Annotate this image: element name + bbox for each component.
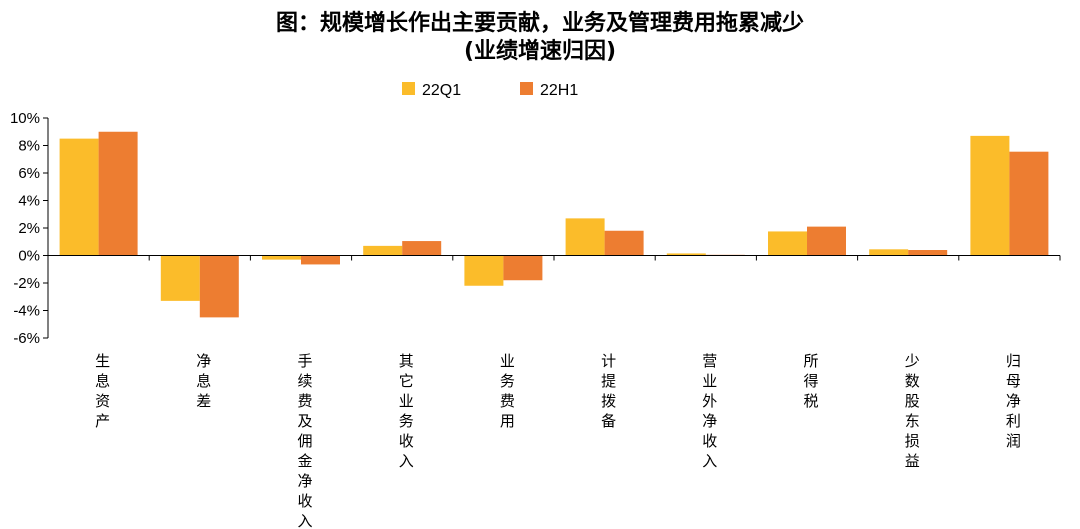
- x-category-label: 其它业务收入: [399, 352, 414, 470]
- x-category-label: 计提拨备: [601, 352, 616, 430]
- x-category-label: 营业外净收入: [702, 352, 717, 470]
- bar-22q1-3: [363, 245, 403, 256]
- bar-22h1-2: [301, 255, 340, 265]
- x-category-label: 归母净利润: [1006, 352, 1021, 450]
- bar-22h1-3: [402, 241, 442, 256]
- x-category-label: 所得税: [803, 352, 818, 410]
- y-tick-label: 10%: [10, 110, 40, 127]
- y-tick-label: 2%: [18, 220, 40, 237]
- bar-22h1-8: [908, 250, 948, 256]
- bar-22h1-5: [604, 230, 644, 256]
- legend-label-22q1: 22Q1: [422, 82, 461, 99]
- y-tick-label: 0%: [18, 248, 40, 265]
- y-tick-label: 4%: [18, 193, 40, 210]
- bar-22q1-6: [666, 253, 706, 256]
- bar-22q1-9: [970, 135, 1010, 256]
- bar-22q1-8: [869, 249, 909, 256]
- legend-label-22h1: 22H1: [540, 82, 578, 99]
- y-tick-label: 8%: [18, 138, 40, 155]
- bar-22q1-1: [160, 255, 200, 301]
- x-category-label: 手续费及佣金净收入: [297, 352, 312, 529]
- y-axis: -6% -4% -2% 0% 2% 4% 6% 8% 10%: [10, 110, 49, 347]
- y-tick-label: -4%: [13, 303, 40, 320]
- bar-22h1-4: [503, 255, 543, 281]
- legend-swatch-22h1: [520, 82, 533, 95]
- bar-22q1-2: [262, 255, 301, 260]
- legend-swatch-22q1: [402, 82, 415, 95]
- bar-22q1-4: [464, 255, 504, 286]
- x-category-label: 少数股东损益: [905, 352, 920, 470]
- bar-22q1-5: [565, 218, 605, 256]
- x-axis: 生息资产 净息差 手续费及佣金净收入 其它业务收入 业务费用 计提拨备 营业外净收入 所得税 少…: [47, 255, 1061, 529]
- bar-22h1-1: [199, 255, 239, 318]
- y-tick-label: 6%: [18, 165, 40, 182]
- y-tick-label: -2%: [13, 275, 40, 292]
- x-category-label: 业务费用: [500, 352, 515, 430]
- bar-22q1-7: [768, 231, 807, 256]
- bar-22q1-0: [59, 138, 99, 256]
- y-tick-label: -6%: [13, 330, 40, 347]
- bar-22h1-9: [1009, 151, 1049, 256]
- chart-subtitle: (业绩增速归因): [463, 39, 617, 64]
- legend: 22Q1 22H1: [402, 82, 578, 99]
- bar-22h1-7: [807, 226, 846, 256]
- bar-22h1-0: [98, 131, 138, 256]
- chart-title: 图：规模增长作出主要贡献，业务及管理费用拖累减少: [275, 11, 804, 36]
- x-category-label: 净息差: [196, 352, 211, 410]
- x-category-label: 生息资产: [95, 352, 110, 430]
- bars: [59, 131, 1049, 318]
